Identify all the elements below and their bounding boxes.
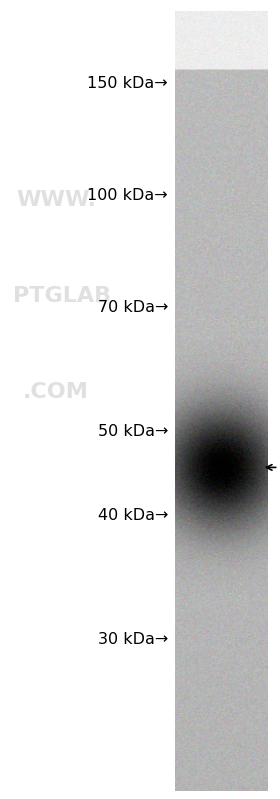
Text: 40 kDa→: 40 kDa→: [98, 508, 168, 523]
Text: 30 kDa→: 30 kDa→: [98, 632, 168, 646]
Text: PTGLAB: PTGLAB: [13, 285, 111, 306]
Text: .COM: .COM: [23, 381, 89, 402]
Text: 50 kDa→: 50 kDa→: [98, 424, 168, 439]
Text: 150 kDa→: 150 kDa→: [87, 77, 168, 91]
Text: WWW.: WWW.: [16, 189, 96, 210]
Text: 100 kDa→: 100 kDa→: [87, 189, 168, 203]
Text: 70 kDa→: 70 kDa→: [98, 300, 168, 315]
